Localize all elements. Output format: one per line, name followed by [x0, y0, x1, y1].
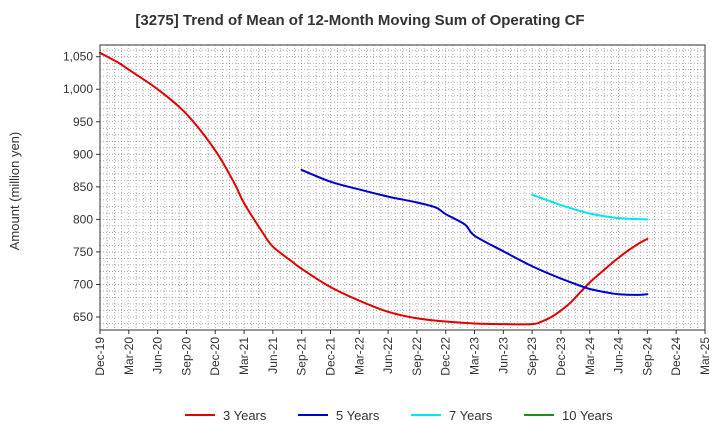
y-tick-labels: 650 700 750 800 850 900 950 1,000 1,050	[63, 50, 100, 324]
y-tick-label: 750	[73, 245, 93, 259]
legend-label-7-years: 7 Years	[449, 408, 493, 423]
series-line-5-years	[300, 168, 649, 296]
y-tick-label: 850	[73, 180, 93, 194]
series-layer	[99, 51, 649, 326]
y-tick-label: 950	[73, 115, 93, 129]
x-tick-label: Mar-20	[122, 337, 136, 375]
y-axis-title: Amount (million yen)	[7, 132, 22, 251]
x-tick-label: Mar-23	[468, 337, 482, 375]
x-tick-label: Mar-25	[698, 337, 712, 375]
x-tick-label: Jun-24	[612, 337, 626, 374]
chart-title: [3275] Trend of Mean of 12-Month Moving …	[135, 12, 585, 29]
y-tick-label: 700	[73, 277, 93, 291]
legend: 3 Years 5 Years 7 Years 10 Years	[185, 408, 613, 423]
x-tick-label: Dec-19	[93, 337, 107, 376]
x-tick-label: Mar-22	[352, 337, 366, 375]
x-tick-label: Jun-21	[266, 337, 280, 374]
x-tick-label: Dec-20	[208, 337, 222, 376]
y-tick-label: 900	[73, 147, 93, 161]
series-line-7-years	[531, 193, 649, 221]
x-tick-label: Jun-23	[496, 337, 510, 374]
x-tick-label: Dec-22	[439, 337, 453, 376]
x-tick-label: Jun-20	[151, 337, 165, 374]
y-tick-label: 650	[73, 310, 93, 324]
x-tick-label: Sep-22	[410, 337, 424, 376]
y-tick-label: 800	[73, 212, 93, 226]
plot-frame	[99, 44, 706, 331]
legend-label-5-years: 5 Years	[336, 408, 380, 423]
y-tick-label: 1,000	[63, 82, 93, 96]
x-tick-label: Mar-24	[583, 337, 597, 375]
x-tick-label: Sep-20	[179, 337, 193, 376]
grid-layer	[100, 45, 705, 330]
y-tick-label: 1,050	[63, 50, 93, 64]
legend-label-10-years: 10 Years	[562, 408, 613, 423]
x-tick-labels: Dec-19 Mar-20 Jun-20 Sep-20 Dec-20 Mar-21 Jun-…	[93, 330, 712, 376]
series-line-3-years	[99, 51, 649, 326]
x-tick-label: Dec-23	[554, 337, 568, 376]
x-tick-label: Mar-21	[237, 337, 251, 375]
x-tick-label: Sep-21	[295, 337, 309, 376]
x-tick-label: Sep-23	[525, 337, 539, 376]
x-tick-label: Dec-24	[669, 337, 683, 376]
legend-label-3-years: 3 Years	[223, 408, 267, 423]
x-tick-label: Jun-22	[381, 337, 395, 374]
x-tick-label: Dec-21	[323, 337, 337, 376]
x-tick-label: Sep-24	[640, 337, 654, 376]
